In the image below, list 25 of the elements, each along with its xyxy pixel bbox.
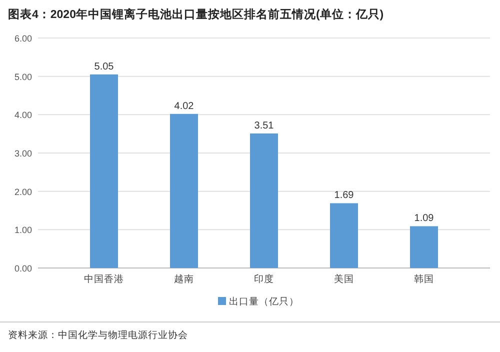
x-tick-label: 韩国 [414,273,434,285]
bar [410,226,438,268]
y-tick-label: 6.00 [14,34,32,44]
bar [250,133,278,268]
bar [330,203,358,268]
legend-label: 出口量（亿只） [229,296,299,308]
data-label: 3.51 [254,120,274,132]
y-tick-label: 2.00 [14,186,32,197]
y-tick-label: 4.00 [14,110,32,120]
chart-title: 图表4：2020年中国锂离子电池出口量按地区排名前五情况(单位：亿只) [8,7,384,21]
y-tick-label: 0.00 [14,264,32,274]
x-tick-label: 中国香港 [84,273,124,285]
bar [170,114,198,268]
data-label: 4.02 [174,100,194,112]
data-label: 1.69 [334,190,354,202]
data-label: 5.05 [94,61,114,72]
x-tick-label: 越南 [174,273,194,285]
x-tick-label: 印度 [254,273,274,285]
data-label: 1.09 [414,213,434,224]
y-tick-label: 1.00 [14,225,32,236]
y-tick-label: 5.00 [14,72,32,82]
y-tick-label: 3.00 [14,148,32,158]
text: 资料来源：中国化学与物理电源行业协会 [8,329,188,341]
x-tick-label: 美国 [334,273,354,285]
bar [90,74,118,268]
